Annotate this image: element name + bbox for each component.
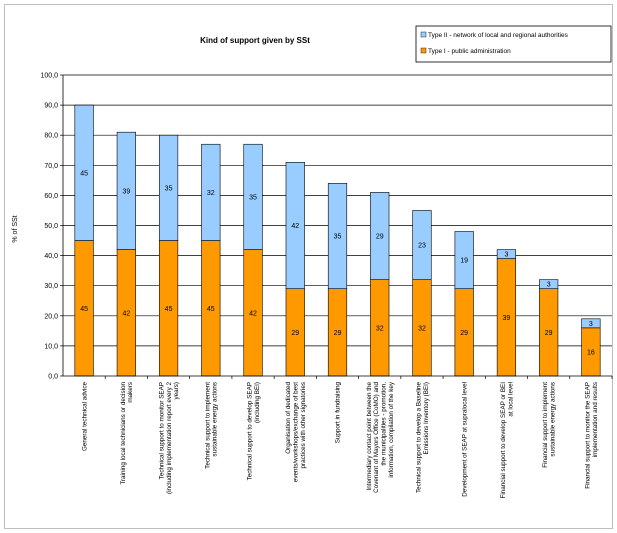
data-label: 45 — [207, 306, 215, 313]
category-label: Development of SEAP at supralocal level — [461, 382, 468, 497]
legend-swatch-type-i — [421, 48, 426, 53]
category-label: Technical support to develop SEAP (includ… — [247, 382, 261, 480]
category-label: Financial support to implement sustainabl… — [542, 382, 556, 468]
category-label-line: makers — [127, 382, 134, 403]
category-label-line: Financial support to implement — [542, 382, 549, 468]
y-tick-label: 90,0 — [44, 103, 58, 110]
category-label-line: at local level — [507, 382, 514, 417]
category-label: Support in fundraising — [335, 382, 342, 444]
data-label: 3 — [547, 282, 551, 289]
data-label: 35 — [165, 185, 173, 192]
category-label-line: sustainable energy actions — [550, 382, 557, 457]
data-label: 19 — [460, 258, 468, 265]
category-label: Financial support to develop SEAP or BEI… — [500, 382, 514, 499]
bars: 45 45 42 39 45 35 45 32 42 35 29 42 29 35 32 29 32 23 29 19… — [75, 105, 600, 376]
y-tick-label: 20,0 — [44, 313, 58, 320]
data-label: 42 — [122, 310, 130, 317]
category-label: General technical advice — [81, 382, 88, 451]
category-label-line: Technical support to monitor SEAP — [158, 382, 165, 479]
data-label: 35 — [334, 234, 342, 241]
data-label: 16 — [587, 349, 595, 356]
category-label-line: Organisation of dedicated — [285, 382, 292, 454]
category-label: Technical support to develop a Baseline E… — [415, 382, 429, 493]
category-label-line: Technical support to implement — [204, 382, 211, 469]
data-label: 23 — [418, 243, 426, 250]
data-label: 32 — [376, 325, 384, 332]
data-label: 39 — [503, 315, 511, 322]
legend-swatch-type-ii — [421, 32, 426, 37]
category-label: Technical support to monitor SEAP (includ… — [158, 382, 180, 494]
category-label-line: years) — [173, 382, 180, 400]
category-label: Intermediary contact point between the Co… — [366, 381, 395, 493]
y-tick-label: 50,0 — [44, 223, 58, 230]
data-label: 42 — [249, 310, 257, 317]
data-label: 35 — [249, 194, 257, 201]
chart-frame: Kind of support given by SSt Type II - n… — [4, 4, 613, 529]
category-label: Training local technicians or decision ma… — [120, 382, 134, 485]
data-label: 29 — [545, 330, 553, 337]
data-label: 32 — [207, 190, 215, 197]
category-label-line: Training local technicians or decision — [120, 382, 127, 485]
category-label-line: Financial support to monitor the SEAP — [584, 382, 591, 489]
data-label: 39 — [122, 188, 130, 195]
category-label-line: information, compilation of the key — [388, 381, 395, 477]
data-label: 29 — [460, 330, 468, 337]
data-label: 45 — [80, 306, 88, 313]
y-tick-label: 70,0 — [44, 163, 58, 170]
category-label: Organisation of dedicated events/workshop… — [285, 382, 307, 483]
category-label-line: Support in fundraising — [335, 382, 342, 444]
y-axis-label: % of SSt — [12, 215, 19, 242]
chart-title: Kind of support given by SSt — [200, 36, 310, 45]
data-label: 3 — [504, 252, 508, 259]
category-labels: General technical advice Training local t… — [81, 381, 598, 498]
y-tick-label: 30,0 — [44, 283, 58, 290]
category-label-line: General technical advice — [81, 382, 88, 451]
category-label: Financial support to monitor the SEAP imp… — [584, 382, 598, 489]
category-label-line: the municipalities - promotion, — [381, 382, 388, 466]
category-label-line: Covenant of Mayors Office (CoMO) and — [373, 382, 380, 493]
category-label-line: Emissions Inventory (BEI) — [423, 382, 430, 454]
category-label-line: Technical support to develop a Baseline — [415, 382, 422, 493]
stacked-bar-chart: Kind of support given by SSt Type II - n… — [5, 5, 614, 530]
data-label: 32 — [418, 325, 426, 332]
y-tick-label: 80,0 — [44, 133, 58, 140]
category-label-line: Financial support to develop SEAP or BEI — [500, 382, 507, 499]
category-label-line: (including implementation report every 2 — [166, 382, 173, 494]
category-label-line: Development of SEAP at supralocal level — [461, 382, 468, 497]
legend: Type II - network of local and regional … — [416, 26, 611, 62]
category-label-line: Intermediary contact point between the — [366, 382, 373, 491]
data-label: 29 — [334, 330, 342, 337]
category-label-line: events/workshops/exchange of best — [292, 382, 299, 482]
y-tick-label: 60,0 — [44, 193, 58, 200]
category-label-line: practices with other signatories — [300, 382, 307, 468]
y-tick-label: 40,0 — [44, 253, 58, 260]
data-label: 42 — [291, 223, 299, 230]
y-tick-label: 10,0 — [44, 343, 58, 350]
category-label-line: sustainable energy actions — [212, 382, 219, 457]
data-label: 29 — [291, 330, 299, 337]
data-label: 3 — [589, 321, 593, 328]
data-label: 29 — [376, 234, 384, 241]
category-label-line: Technical support to develop SEAP — [247, 382, 254, 480]
data-label: 45 — [165, 306, 173, 313]
data-label: 45 — [80, 170, 88, 177]
y-tick-label: 0,0 — [48, 374, 58, 381]
category-label-line: implementation and results — [592, 382, 599, 457]
legend-label-type-i: Type I - public administration — [428, 48, 511, 55]
y-axis-ticks: 0,0 10,0 20,0 30,0 40,0 50,0 60,0 70,0 80,0 90,0 1… — [40, 73, 63, 381]
y-tick-label: 100,0 — [40, 73, 58, 80]
legend-label-type-ii: Type II - network of local and regional … — [428, 32, 569, 39]
category-label: Technical support to implement sustainabl… — [204, 382, 218, 469]
category-label-line: (including BEI) — [254, 382, 261, 423]
